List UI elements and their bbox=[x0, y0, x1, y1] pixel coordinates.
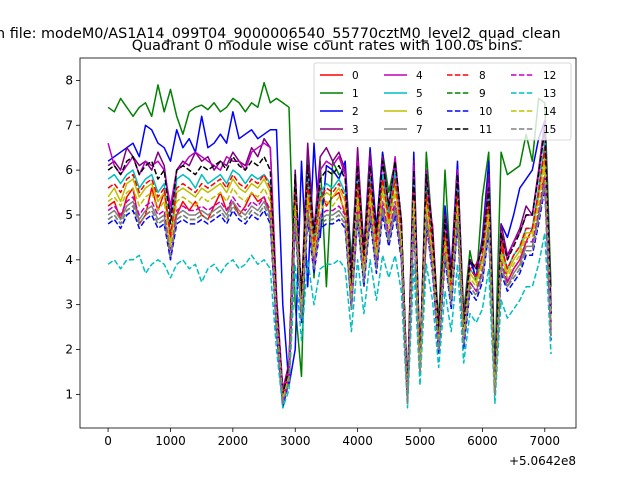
legend-label-5: 5 bbox=[416, 88, 423, 100]
legend-frame bbox=[313, 62, 572, 141]
series-line-6 bbox=[107, 155, 552, 400]
y-tick-label: 3 bbox=[65, 298, 73, 312]
legend-label-8: 8 bbox=[479, 70, 486, 82]
y-tick-label: 7 bbox=[65, 118, 73, 132]
y-tick-label: 4 bbox=[65, 253, 73, 267]
legend-label-7: 7 bbox=[416, 124, 423, 136]
y-tick-label: 1 bbox=[65, 387, 73, 401]
legend-label-0: 0 bbox=[352, 70, 359, 82]
x-tick-label: 6000 bbox=[467, 434, 498, 448]
legend-label-12: 12 bbox=[543, 70, 556, 82]
legend-label-10: 10 bbox=[479, 106, 492, 118]
legend-label-1: 1 bbox=[352, 88, 359, 100]
y-axis: 1 2 3 4 5 6 7 8 bbox=[65, 73, 80, 401]
x-tick-label: 7000 bbox=[530, 434, 561, 448]
series-line-7 bbox=[107, 178, 552, 405]
x-tick-label: 5000 bbox=[405, 434, 436, 448]
legend-label-3: 3 bbox=[352, 124, 359, 136]
series-lines-layer bbox=[107, 81, 552, 409]
y-tick-label: 5 bbox=[65, 208, 73, 222]
x-tick-label: 1000 bbox=[155, 434, 186, 448]
x-tick-label: 0 bbox=[104, 434, 112, 448]
legend-label-2: 2 bbox=[352, 106, 359, 118]
x-axis-offset-label: +5.0642e8 bbox=[509, 454, 576, 468]
legend-label-15: 15 bbox=[543, 124, 556, 136]
figure-suptitle: n file: modeM0/AS1A14_099T04_9000006540_… bbox=[0, 26, 561, 42]
legend-label-14: 14 bbox=[543, 106, 557, 118]
legend-label-11: 11 bbox=[479, 124, 492, 136]
y-tick-label: 8 bbox=[65, 73, 73, 87]
y-tick-label: 6 bbox=[65, 163, 73, 177]
x-axis: 0 1000 2000 3000 4000 5000 6000 7000 bbox=[104, 428, 560, 448]
series-line-13 bbox=[107, 232, 552, 409]
legend-label-4: 4 bbox=[416, 70, 423, 82]
y-tick-label: 2 bbox=[65, 343, 73, 357]
chart-title: Quadrant 0 module wise count rates with … bbox=[132, 38, 523, 54]
x-tick-label: 3000 bbox=[280, 434, 311, 448]
series-line-15 bbox=[107, 182, 552, 405]
legend-label-13: 13 bbox=[543, 88, 556, 100]
series-line-8 bbox=[107, 146, 552, 400]
series-line-10 bbox=[107, 187, 552, 409]
legend-label-9: 9 bbox=[479, 88, 486, 100]
x-tick-label: 4000 bbox=[342, 434, 373, 448]
legend-label-6: 6 bbox=[416, 106, 423, 118]
plot-area-frame bbox=[79, 57, 577, 429]
x-tick-label: 2000 bbox=[218, 434, 249, 448]
series-line-14 bbox=[107, 164, 552, 400]
series-line-2 bbox=[107, 111, 552, 391]
series-line-11 bbox=[107, 129, 552, 396]
